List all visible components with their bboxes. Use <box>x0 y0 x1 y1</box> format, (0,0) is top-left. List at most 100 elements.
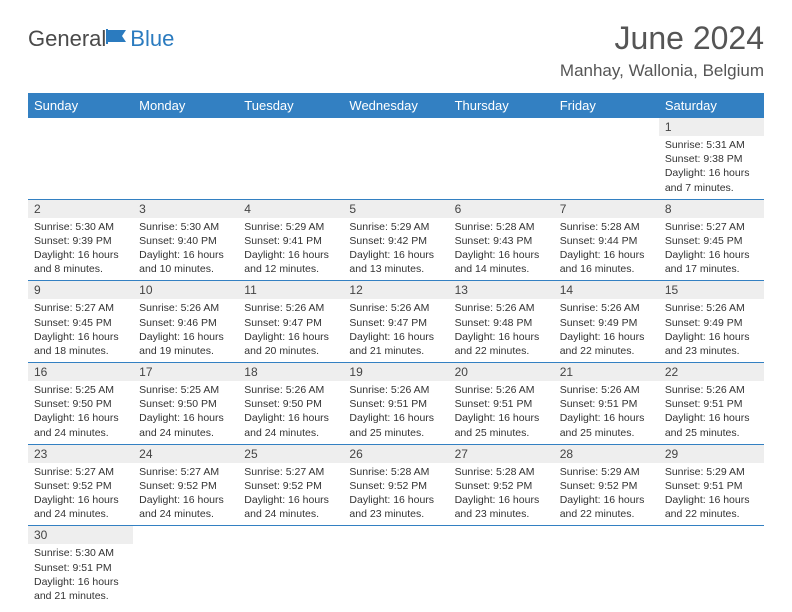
day-number: 9 <box>28 281 133 299</box>
day-number: 16 <box>28 363 133 381</box>
calendar-row: 23Sunrise: 5:27 AMSunset: 9:52 PMDayligh… <box>28 444 764 526</box>
calendar-cell: 29Sunrise: 5:29 AMSunset: 9:51 PMDayligh… <box>659 444 764 526</box>
calendar-cell: 1Sunrise: 5:31 AMSunset: 9:38 PMDaylight… <box>659 118 764 199</box>
sunrise: Sunrise: 5:26 AM <box>244 383 337 397</box>
sunset: Sunset: 9:52 PM <box>455 479 548 493</box>
header: General Blue June 2024 Manhay, Wallonia,… <box>28 20 764 81</box>
sunset: Sunset: 9:51 PM <box>455 397 548 411</box>
calendar-cell: 4Sunrise: 5:29 AMSunset: 9:41 PMDaylight… <box>238 199 343 281</box>
sunrise: Sunrise: 5:30 AM <box>34 546 127 560</box>
daylight: Daylight: 16 hours and 24 minutes. <box>244 493 337 521</box>
day-number: 27 <box>449 445 554 463</box>
day-details: Sunrise: 5:29 AMSunset: 9:41 PMDaylight:… <box>238 218 343 281</box>
sunset: Sunset: 9:52 PM <box>139 479 232 493</box>
day-details: Sunrise: 5:26 AMSunset: 9:51 PMDaylight:… <box>343 381 448 444</box>
daylight: Daylight: 16 hours and 22 minutes. <box>665 493 758 521</box>
calendar-row: 16Sunrise: 5:25 AMSunset: 9:50 PMDayligh… <box>28 363 764 445</box>
calendar-table: Sunday Monday Tuesday Wednesday Thursday… <box>28 93 764 607</box>
daylight: Daylight: 16 hours and 21 minutes. <box>34 575 127 603</box>
calendar-cell: 27Sunrise: 5:28 AMSunset: 9:52 PMDayligh… <box>449 444 554 526</box>
day-details: Sunrise: 5:26 AMSunset: 9:47 PMDaylight:… <box>238 299 343 362</box>
sunrise: Sunrise: 5:29 AM <box>349 220 442 234</box>
daylight: Daylight: 16 hours and 19 minutes. <box>139 330 232 358</box>
daylight: Daylight: 16 hours and 17 minutes. <box>665 248 758 276</box>
calendar-cell <box>343 118 448 199</box>
sunrise: Sunrise: 5:27 AM <box>244 465 337 479</box>
day-number: 18 <box>238 363 343 381</box>
day-number: 2 <box>28 200 133 218</box>
sunset: Sunset: 9:45 PM <box>665 234 758 248</box>
calendar-cell <box>133 118 238 199</box>
calendar-cell: 8Sunrise: 5:27 AMSunset: 9:45 PMDaylight… <box>659 199 764 281</box>
calendar-cell <box>449 526 554 607</box>
sunset: Sunset: 9:50 PM <box>244 397 337 411</box>
sunset: Sunset: 9:45 PM <box>34 316 127 330</box>
day-details: Sunrise: 5:26 AMSunset: 9:50 PMDaylight:… <box>238 381 343 444</box>
day-details: Sunrise: 5:26 AMSunset: 9:51 PMDaylight:… <box>449 381 554 444</box>
flag-icon <box>106 26 128 44</box>
day-details: Sunrise: 5:26 AMSunset: 9:51 PMDaylight:… <box>659 381 764 444</box>
calendar-cell: 5Sunrise: 5:29 AMSunset: 9:42 PMDaylight… <box>343 199 448 281</box>
day-details: Sunrise: 5:27 AMSunset: 9:52 PMDaylight:… <box>133 463 238 526</box>
calendar-cell: 7Sunrise: 5:28 AMSunset: 9:44 PMDaylight… <box>554 199 659 281</box>
calendar-cell: 22Sunrise: 5:26 AMSunset: 9:51 PMDayligh… <box>659 363 764 445</box>
day-number: 25 <box>238 445 343 463</box>
day-number: 20 <box>449 363 554 381</box>
sunset: Sunset: 9:46 PM <box>139 316 232 330</box>
calendar-cell: 17Sunrise: 5:25 AMSunset: 9:50 PMDayligh… <box>133 363 238 445</box>
sunset: Sunset: 9:50 PM <box>34 397 127 411</box>
day-details: Sunrise: 5:25 AMSunset: 9:50 PMDaylight:… <box>133 381 238 444</box>
sunset: Sunset: 9:52 PM <box>244 479 337 493</box>
weekday-header: Wednesday <box>343 93 448 118</box>
day-details: Sunrise: 5:28 AMSunset: 9:52 PMDaylight:… <box>449 463 554 526</box>
calendar-cell <box>659 526 764 607</box>
day-number: 30 <box>28 526 133 544</box>
calendar-cell: 3Sunrise: 5:30 AMSunset: 9:40 PMDaylight… <box>133 199 238 281</box>
day-details: Sunrise: 5:26 AMSunset: 9:49 PMDaylight:… <box>554 299 659 362</box>
daylight: Daylight: 16 hours and 25 minutes. <box>665 411 758 439</box>
sunset: Sunset: 9:38 PM <box>665 152 758 166</box>
sunset: Sunset: 9:47 PM <box>244 316 337 330</box>
calendar-cell <box>554 118 659 199</box>
day-details: Sunrise: 5:27 AMSunset: 9:45 PMDaylight:… <box>28 299 133 362</box>
sunset: Sunset: 9:49 PM <box>560 316 653 330</box>
logo-text-blue: Blue <box>130 26 174 52</box>
daylight: Daylight: 16 hours and 12 minutes. <box>244 248 337 276</box>
sunset: Sunset: 9:51 PM <box>665 479 758 493</box>
sunrise: Sunrise: 5:25 AM <box>34 383 127 397</box>
calendar-cell: 28Sunrise: 5:29 AMSunset: 9:52 PMDayligh… <box>554 444 659 526</box>
daylight: Daylight: 16 hours and 24 minutes. <box>34 411 127 439</box>
sunrise: Sunrise: 5:30 AM <box>34 220 127 234</box>
calendar-cell <box>133 526 238 607</box>
title-block: June 2024 Manhay, Wallonia, Belgium <box>560 20 764 81</box>
calendar-cell: 9Sunrise: 5:27 AMSunset: 9:45 PMDaylight… <box>28 281 133 363</box>
sunrise: Sunrise: 5:28 AM <box>455 220 548 234</box>
calendar-cell: 20Sunrise: 5:26 AMSunset: 9:51 PMDayligh… <box>449 363 554 445</box>
sunset: Sunset: 9:44 PM <box>560 234 653 248</box>
calendar-cell: 21Sunrise: 5:26 AMSunset: 9:51 PMDayligh… <box>554 363 659 445</box>
weekday-header: Saturday <box>659 93 764 118</box>
sunrise: Sunrise: 5:26 AM <box>665 301 758 315</box>
daylight: Daylight: 16 hours and 22 minutes. <box>560 330 653 358</box>
calendar-cell <box>343 526 448 607</box>
day-number: 11 <box>238 281 343 299</box>
day-number: 13 <box>449 281 554 299</box>
sunrise: Sunrise: 5:31 AM <box>665 138 758 152</box>
sunrise: Sunrise: 5:29 AM <box>244 220 337 234</box>
weekday-header: Tuesday <box>238 93 343 118</box>
daylight: Daylight: 16 hours and 14 minutes. <box>455 248 548 276</box>
day-number: 14 <box>554 281 659 299</box>
daylight: Daylight: 16 hours and 7 minutes. <box>665 166 758 194</box>
sunrise: Sunrise: 5:26 AM <box>349 383 442 397</box>
sunrise: Sunrise: 5:26 AM <box>560 301 653 315</box>
daylight: Daylight: 16 hours and 24 minutes. <box>244 411 337 439</box>
daylight: Daylight: 16 hours and 22 minutes. <box>455 330 548 358</box>
day-number: 4 <box>238 200 343 218</box>
calendar-cell <box>554 526 659 607</box>
day-details: Sunrise: 5:30 AMSunset: 9:39 PMDaylight:… <box>28 218 133 281</box>
sunset: Sunset: 9:52 PM <box>560 479 653 493</box>
weekday-header: Sunday <box>28 93 133 118</box>
day-details: Sunrise: 5:26 AMSunset: 9:51 PMDaylight:… <box>554 381 659 444</box>
day-number: 12 <box>343 281 448 299</box>
sunrise: Sunrise: 5:27 AM <box>665 220 758 234</box>
